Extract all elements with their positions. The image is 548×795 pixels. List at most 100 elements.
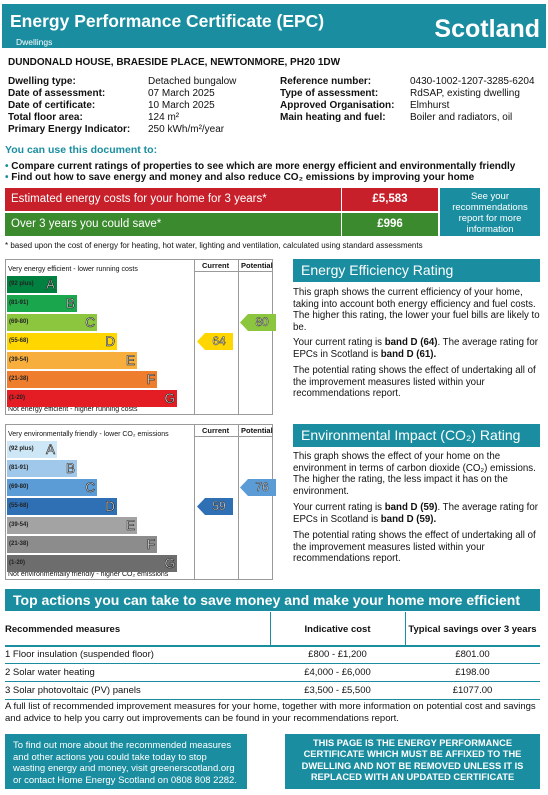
rating-band-g: (1-20) G [7, 555, 177, 572]
band-letter: D [105, 334, 115, 350]
detail-value: 07 March 2025 [148, 88, 215, 99]
ei-paragraph-1: This graph shows the effect of your home… [293, 451, 536, 497]
band-letter: G [164, 391, 175, 407]
ee-average-band: band D (61). [380, 348, 437, 360]
more-info-box: To find out more about the recommended m… [5, 734, 247, 789]
detail-value: Detached bungalow [148, 76, 237, 87]
uses-item-text: Compare current ratings of properties to… [11, 161, 516, 172]
rating-band-d: (55-68) D [7, 333, 117, 350]
band-letter: C [85, 480, 95, 496]
band-range: (81-91) [9, 300, 29, 306]
band-letter: E [125, 518, 136, 534]
environmental-impact-heading: Environmental Impact (CO₂) Rating [293, 424, 540, 447]
ee-paragraph-3: The potential rating shows the effect of… [293, 365, 536, 399]
ee-text: . The average rating for EPCs in Scotlan… [293, 337, 538, 360]
measure-cost: £3,500 - £5,500 [304, 685, 371, 696]
estimated-cost-label: Estimated energy costs for your home for… [5, 188, 341, 211]
band-letter: F [146, 372, 155, 388]
band-range: (69-80) [9, 484, 29, 490]
detail-value: Elmhurst [410, 100, 450, 111]
uses-item: • Compare current ratings of properties … [5, 161, 516, 172]
savings-value: £996 [342, 213, 438, 236]
rating-band-c: (69-80) C [7, 314, 97, 331]
chart-bottom-caption: Not energy efficient - higher running co… [8, 406, 138, 413]
measure-cost: £4,000 - £6,000 [304, 667, 371, 678]
country-label: Scotland [434, 15, 540, 43]
property-values-left: Detached bungalow 07 March 2025 10 March… [148, 76, 278, 136]
detail-value: RdSAP, existing dwelling [410, 88, 520, 99]
rating-band-e: (39-54) E [7, 352, 137, 369]
potential-column-header: Potential [241, 261, 273, 270]
rating-band-f: (21-38) F [7, 536, 157, 553]
certificate-title: Energy Performance Certificate (EPC) [10, 11, 325, 31]
ei-text: . The average rating for EPCs in Scotlan… [293, 502, 538, 525]
measure-saving: £198.00 [455, 667, 490, 678]
band-letter: C [85, 315, 95, 331]
band-letter: B [65, 296, 76, 312]
measure-name: 3 Solar photovoltaic (PV) panels [5, 685, 141, 696]
band-range: (81-91) [9, 465, 29, 471]
table-row-divider [5, 663, 540, 664]
band-range: (55-68) [9, 503, 29, 509]
current-rating-arrow: 59 [197, 498, 233, 515]
ee-paragraph-1: This graph shows the current efficiency … [293, 287, 540, 333]
current-rating-arrow: 64 [197, 333, 233, 350]
band-range: (1-20) [9, 560, 26, 566]
measure-name: 1 Floor insulation (suspended floor) [5, 649, 154, 660]
actions-heading: Top actions you can take to save money a… [5, 589, 540, 611]
band-letter: A [45, 442, 56, 458]
measure-saving: £801.00 [455, 649, 490, 660]
band-range: (21-38) [9, 376, 29, 382]
band-range: (39-54) [9, 357, 29, 363]
ei-current-band: band D (59) [384, 502, 438, 513]
band-range: (92 plus) [9, 446, 34, 452]
detail-label: Date of assessment: [8, 88, 106, 99]
chart-bottom-caption: Not environmentally friendly - higher CO… [8, 571, 169, 578]
current-column-header: Current [202, 261, 230, 270]
rating-band-e: (39-54) E [7, 517, 137, 534]
rating-band-f: (21-38) F [7, 371, 157, 388]
chart-top-caption: Very energy efficient - lower running co… [8, 266, 138, 273]
potential-column-header: Potential [241, 426, 273, 435]
rating-band-a: (92 plus) A [7, 276, 57, 293]
energy-efficiency-chart: Current Potential Very energy efficient … [5, 259, 276, 415]
rating-band-d: (55-68) D [7, 498, 117, 515]
detail-label: Total floor area: [8, 112, 83, 123]
detail-value: 10 March 2025 [148, 100, 215, 111]
rating-band-g: (1-20) G [7, 390, 177, 407]
detail-label: Approved Organisation: [280, 100, 395, 111]
ee-paragraph-2: Your current rating is band D (64). The … [293, 337, 540, 360]
property-values-right: 0430-1002-1207-3285-6204 RdSAP, existing… [410, 76, 546, 124]
ei-paragraph-2: Your current rating is band D (59). The … [293, 502, 540, 525]
detail-value: 0430-1002-1207-3285-6204 [410, 76, 535, 87]
property-address: DUNDONALD HOUSE, BRAESIDE PLACE, NEWTONM… [8, 57, 341, 68]
rating-band-b: (81-91) B [7, 295, 77, 312]
energy-efficiency-heading: Energy Efficiency Rating [293, 259, 540, 282]
band-range: (39-54) [9, 522, 29, 528]
band-range: (55-68) [9, 338, 29, 344]
cost-column-header: Indicative cost [304, 624, 371, 635]
cost-footnote: * based upon the cost of energy for heat… [5, 241, 423, 250]
detail-label: Type of assessment: [280, 88, 379, 99]
table-row-divider [5, 699, 540, 700]
rating-band-c: (69-80) C [7, 479, 97, 496]
band-range: (69-80) [9, 319, 29, 325]
ee-text: Your current rating is [293, 337, 385, 348]
detail-value: 124 m² [148, 112, 180, 123]
uses-item-text: Find out how to save energy and money an… [11, 172, 475, 183]
measures-column-header: Recommended measures [5, 624, 121, 635]
table-row-divider [5, 681, 540, 682]
detail-label: Date of certificate: [8, 100, 96, 111]
certificate-subtitle: Dwellings [16, 37, 53, 47]
detail-label: Main heating and fuel: [280, 112, 386, 123]
current-column-header: Current [202, 426, 230, 435]
band-letter: D [105, 499, 115, 515]
measure-cost: £800 - £1,200 [308, 649, 367, 660]
rating-band-b: (81-91) B [7, 460, 77, 477]
savings-label: Over 3 years you could save* [5, 213, 341, 236]
actions-note: A full list of recommended improvement m… [5, 701, 536, 724]
ei-text: Your current rating is [293, 502, 385, 513]
detail-label: Primary Energy Indicator: [8, 124, 131, 135]
detail-label: Dwelling type: [8, 76, 76, 87]
certificate-header: Energy Performance Certificate (EPC) Dwe… [2, 4, 546, 48]
